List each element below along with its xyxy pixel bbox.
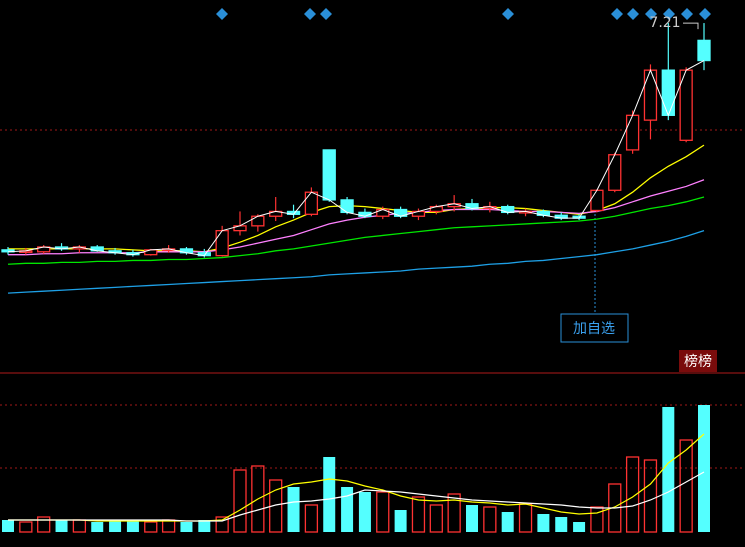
volume-bar [91,522,104,532]
candle-body [304,191,319,215]
volume-bar [287,487,300,532]
close-line [7,60,705,257]
volume-bar [447,493,461,533]
event-marker [611,8,623,20]
event-marker [627,8,639,20]
volume-bar [376,491,390,533]
event-marker [663,8,675,20]
event-marker [216,8,228,20]
volume-bar [698,405,710,532]
volume-bar [483,506,497,533]
event-marker [699,8,711,20]
candle-body [376,208,390,217]
high-annotation-pointer [683,22,699,30]
volume-bar [19,521,33,533]
candle-body [215,229,229,257]
volume-bar [126,520,139,532]
event-marker [320,8,332,20]
candle-body [608,154,622,191]
moving-average [7,196,705,265]
volume-bar [215,516,229,533]
event-marker [304,8,316,20]
volume-moving-average [8,471,705,522]
volume-bar [109,520,122,532]
candle-body [251,215,265,227]
volume-bar [555,517,568,532]
event-marker [681,8,693,20]
moving-average [8,179,705,256]
volume-bar [72,519,87,533]
candle-body [697,39,711,62]
candle-body [643,69,658,121]
layout [0,129,745,469]
volume-bar [55,520,68,532]
volume-bar [269,479,283,533]
volume-bar [518,503,533,533]
volume-bar [358,492,371,532]
volume-bar [394,510,407,532]
volume-bar [180,522,193,532]
candle-body [322,149,336,201]
volume-moving-average [8,433,705,522]
volume-bar [304,504,319,533]
event-marker [645,8,657,20]
high-annotation: 7.21 [649,15,680,31]
candle-body [340,199,354,214]
candle-body [625,114,640,151]
volume-bar [466,505,478,532]
volume-bar [429,504,443,533]
volume-bar [590,506,604,533]
volume-bar [144,521,158,533]
volume-bar [643,459,658,533]
add-watchlist-label[interactable]: 加自选 [573,321,615,337]
volume-bar [323,457,336,532]
event-marker [502,8,514,20]
volume-bar [537,514,550,532]
rank-badge-label[interactable]: 榜榜 [684,353,712,370]
candle-body [590,189,604,212]
volume-bar [411,496,426,533]
volume-bar [2,520,14,532]
volume-bar [37,516,51,533]
volume-bar [662,407,675,532]
volume-bar [625,456,640,533]
rank-badge[interactable] [679,350,717,372]
volume-bar [501,512,514,532]
moving-average [7,230,705,294]
volume-bar [573,522,586,532]
add-watchlist-button[interactable] [560,313,629,343]
volume-bar [198,520,211,532]
volume-bar [251,465,265,533]
event-markers [216,8,711,20]
volume-bar [161,519,176,533]
candle-body [661,69,675,116]
volume-bar [341,487,354,532]
volume-bar [233,469,247,533]
